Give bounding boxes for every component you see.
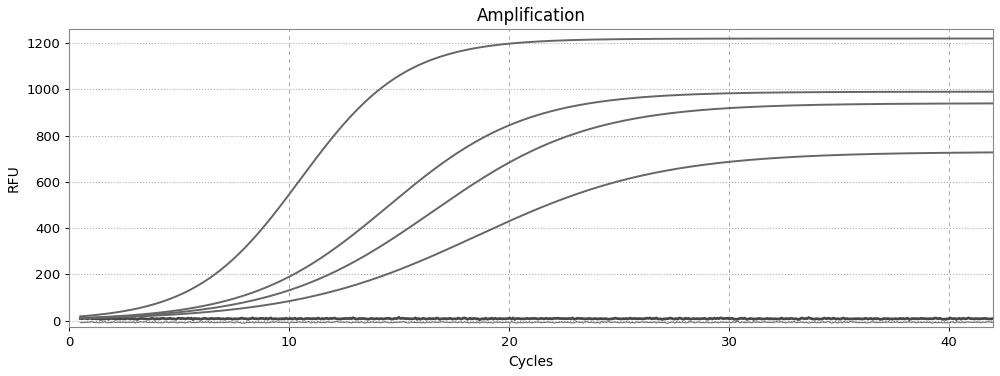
Title: Amplification: Amplification — [477, 7, 586, 25]
X-axis label: Cycles: Cycles — [509, 355, 554, 369]
Y-axis label: RFU: RFU — [7, 165, 21, 192]
